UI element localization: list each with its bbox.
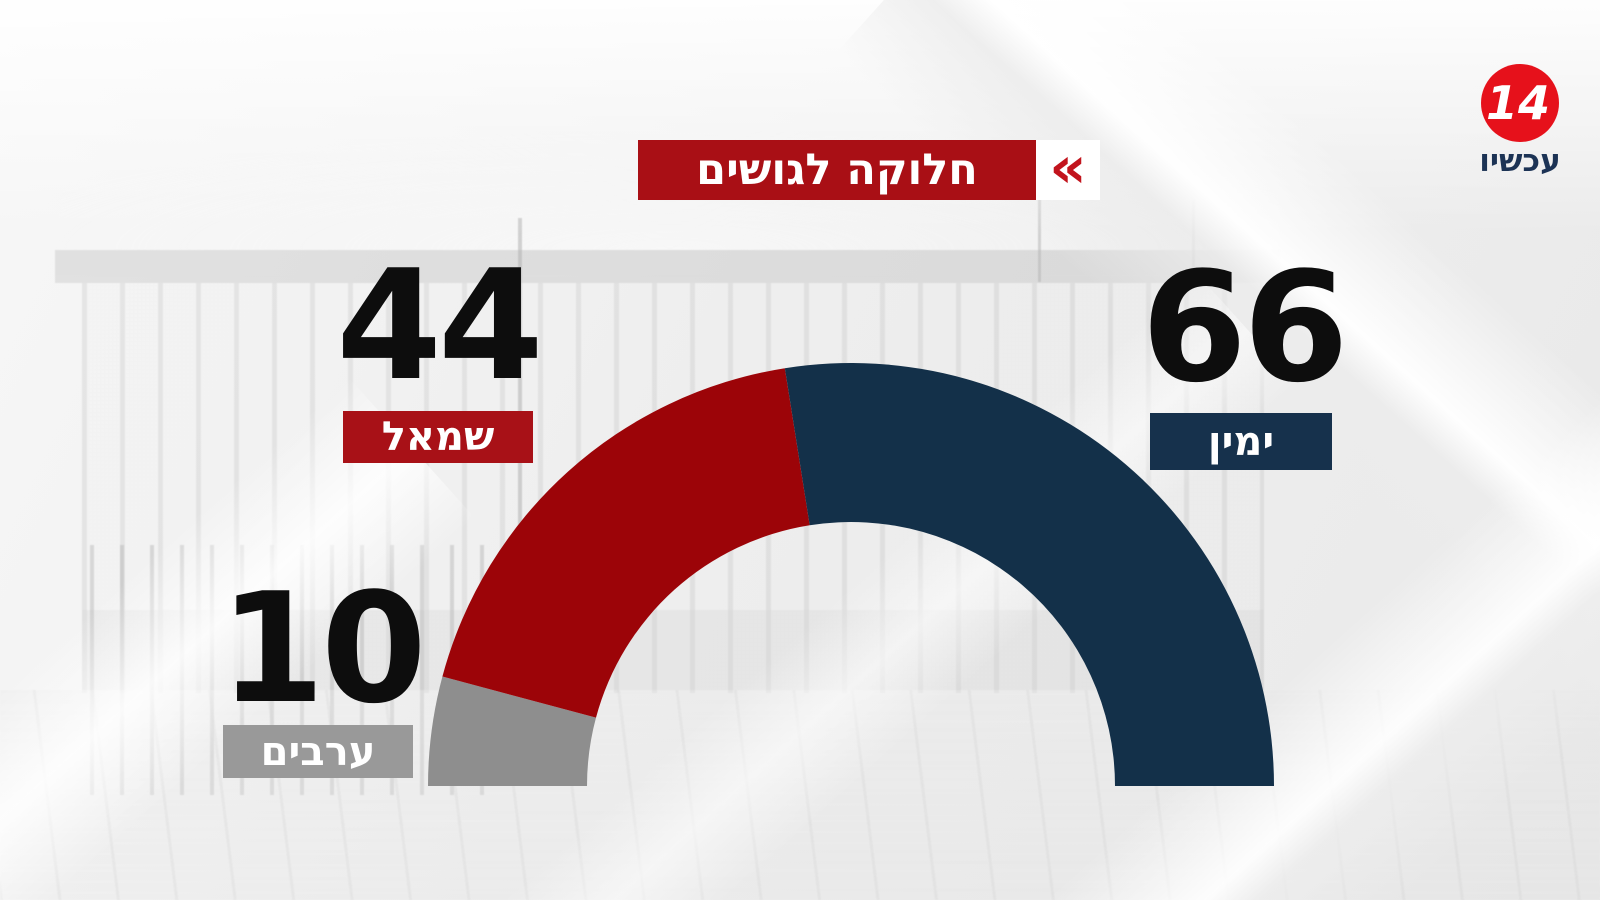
arc-segment-left [442,368,810,718]
channel-logo: 14 עכשיו [1476,64,1564,177]
headline-banner: חלוקה לגושים « [638,138,1100,200]
channel-14-badge: 14 [1481,64,1559,142]
right-bloc-value: 66 [1141,239,1349,416]
double-chevron-icon: « [1036,138,1100,200]
arab-bloc-value: 10 [219,560,427,737]
arab-bloc-label: ערבים [223,725,413,778]
channel-name: עכשיו [1479,143,1561,179]
arc-segment-arabs [428,676,596,786]
page-title: חלוקה לגושים [638,140,1036,200]
right-bloc-label: ימין [1150,413,1332,470]
left-bloc-label: שמאל [343,411,533,463]
left-bloc-value: 44 [336,237,544,414]
arc-segment-right [784,363,1274,786]
